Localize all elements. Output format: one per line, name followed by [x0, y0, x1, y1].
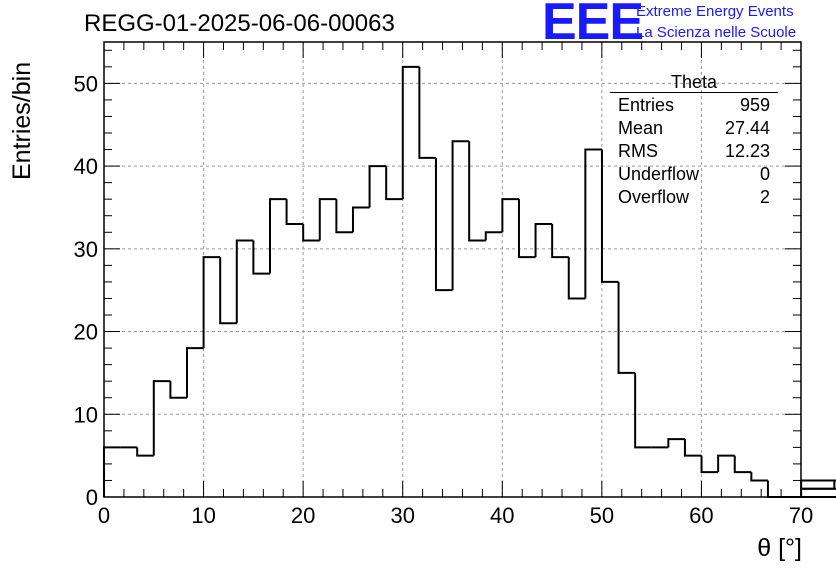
- histogram-bin: [717, 454, 735, 473]
- histogram-bars: [103, 65, 836, 498]
- histogram-bin: [484, 231, 503, 241]
- y-tick-label: 40: [74, 154, 98, 179]
- stats-row-mean: Mean 27.44: [610, 117, 778, 140]
- y-tick-label: 10: [74, 402, 98, 427]
- histogram-bin: [185, 347, 204, 398]
- histogram-bin: [401, 65, 420, 200]
- x-tick-label: 50: [590, 503, 614, 528]
- histogram-bin: [268, 198, 287, 274]
- stats-value: 0: [759, 164, 770, 184]
- stats-row-overflow: Overflow 2: [610, 186, 778, 209]
- stats-label: Overflow: [618, 187, 690, 207]
- plot-frame: [103, 41, 802, 498]
- stats-value: 27.44: [724, 118, 770, 138]
- y-axis-label: Entries/bin: [8, 61, 36, 180]
- histogram-bin: [801, 487, 836, 490]
- stats-value: 2: [759, 187, 770, 207]
- histogram-bin: [103, 446, 121, 497]
- histogram-bin: [285, 199, 304, 225]
- histogram-bin: [766, 480, 785, 498]
- histogram-bin: [219, 257, 237, 325]
- x-tick-label: 10: [191, 503, 215, 528]
- histogram-bin: [733, 455, 752, 474]
- histogram-bin: [801, 496, 836, 498]
- y-tick-label: 0: [86, 485, 98, 510]
- stats-row-entries: Entries 959: [610, 94, 778, 117]
- histogram-bin: [368, 165, 387, 208]
- histogram-bin: [202, 256, 221, 349]
- histogram-bin: [600, 149, 619, 283]
- histogram-bin: [584, 148, 602, 299]
- histogram-bin: [700, 455, 719, 474]
- x-tick-label: 60: [689, 503, 713, 528]
- histogram-bin: [517, 199, 536, 259]
- stats-label: Entries: [618, 95, 675, 115]
- histogram-bin: [750, 472, 768, 482]
- x-tick-label: 70: [789, 503, 813, 528]
- histogram-bin: [302, 224, 320, 242]
- histogram-bin: [385, 166, 403, 201]
- histogram-bin: [434, 157, 453, 292]
- org-name-line2: La Scienza nelle Scuole: [636, 24, 797, 41]
- histogram-bin: [617, 281, 636, 374]
- histogram-bin: [152, 380, 171, 456]
- x-tick-label: 20: [291, 503, 315, 528]
- histogram-bin: [318, 198, 337, 241]
- histogram-bin: [801, 496, 836, 498]
- histogram-bin: [235, 239, 254, 324]
- histogram-bin: [351, 206, 370, 233]
- y-tick-label: 50: [74, 71, 98, 96]
- histogram-bin: [634, 372, 652, 449]
- stats-value: 12.23: [724, 141, 770, 161]
- stats-label: RMS: [618, 141, 658, 161]
- stats-label: Mean: [618, 118, 664, 138]
- histogram-bin: [534, 223, 553, 258]
- stats-box: Theta Entries 959 Mean 27.44 RMS 12.23 U…: [610, 72, 778, 209]
- histogram-bin: [501, 198, 519, 233]
- chart-title: REGG-01-2025-06-06-00063: [84, 10, 395, 37]
- histogram-bin: [801, 480, 836, 490]
- histogram-bin: [567, 257, 586, 300]
- eee-logo: EEE: [542, 0, 644, 51]
- x-tick-label: 0: [98, 503, 110, 528]
- x-tick-label: 30: [390, 503, 414, 528]
- histogram-bin: [551, 224, 569, 259]
- histogram-bin: [136, 447, 154, 457]
- x-axis-label: θ [°]: [757, 534, 802, 562]
- histogram-bin: [801, 479, 836, 482]
- stats-row-underflow: Underflow 0: [610, 163, 778, 186]
- histogram-bin: [451, 140, 470, 291]
- histogram-bin: [252, 240, 270, 275]
- histogram-bin: [418, 66, 436, 159]
- y-tick-label: 30: [74, 237, 98, 262]
- stats-label: Underflow: [618, 164, 700, 184]
- y-tick-label: 20: [74, 320, 98, 345]
- histogram-bin: [169, 381, 187, 399]
- histogram-bin: [468, 141, 486, 242]
- org-name-line1: Extreme Energy Events: [636, 3, 794, 20]
- stats-value: 959: [739, 95, 770, 115]
- stats-title: Theta: [610, 72, 778, 93]
- x-tick-label: 40: [490, 503, 514, 528]
- histogram-bin: [335, 199, 353, 234]
- histogram-bin: [683, 439, 702, 457]
- stats-row-rms: RMS 12.23: [610, 140, 778, 163]
- histogram-bin: [667, 438, 685, 448]
